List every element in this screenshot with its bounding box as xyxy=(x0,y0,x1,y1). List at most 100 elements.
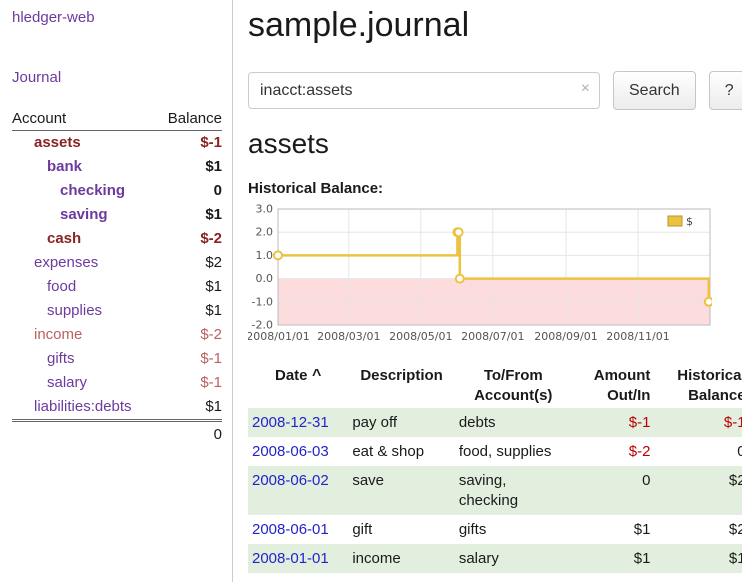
register-cell-amount: $1 xyxy=(633,550,651,567)
y-tick-label: 2.0 xyxy=(256,226,274,239)
brand-link[interactable]: hledger-web xyxy=(12,9,95,26)
account-name-cell: checking xyxy=(12,179,156,203)
journal-link[interactable]: Journal xyxy=(12,69,62,86)
register-cell-description: save xyxy=(352,472,384,489)
account-row-cash: cash $-2 xyxy=(12,227,222,251)
transaction-date-link[interactable]: 2008-12-31 xyxy=(252,414,329,431)
register-cell-date: 2008-01-01 xyxy=(248,544,348,573)
account-link[interactable]: saving xyxy=(60,206,108,223)
account-name-cell: salary xyxy=(12,371,156,395)
register-row: 2008-06-03 eat & shop food, supplies $-2 0 xyxy=(248,437,742,466)
register-col-label: Amount Out/In xyxy=(593,367,651,404)
y-tick-label: -2.0 xyxy=(252,319,273,332)
account-balance: $1 xyxy=(205,206,222,223)
account-row-supplies: supplies $1 xyxy=(12,299,222,323)
accounts-total-row: 0 xyxy=(12,419,222,447)
x-tick-label: 2008/05/01 xyxy=(389,330,452,343)
register-col-date[interactable]: Date ^ xyxy=(248,364,348,408)
account-name-cell: assets xyxy=(12,131,156,156)
register-cell-description: gift xyxy=(352,521,373,538)
account-name-cell: supplies xyxy=(12,299,156,323)
chart-border xyxy=(277,208,711,326)
account-link[interactable]: income xyxy=(34,326,83,343)
account-row-checking: checking 0 xyxy=(12,179,222,203)
accounts-col-balance: Balance xyxy=(156,106,222,131)
sidebar: hledger-web Journal Account Balance asse… xyxy=(0,0,233,582)
register-row: 2008-06-01 gift gifts $1 $2 xyxy=(248,515,742,544)
register-cell-description: income xyxy=(352,550,401,567)
register-col-label: To/From Account(s) xyxy=(474,367,553,404)
data-point-marker xyxy=(454,273,465,284)
transaction-date-link[interactable]: 2008-06-01 xyxy=(252,521,329,538)
help-button[interactable]: ? xyxy=(708,71,742,110)
account-balance: $2 xyxy=(205,254,222,271)
search-button[interactable]: Search xyxy=(613,71,696,110)
account-link[interactable]: supplies xyxy=(47,302,103,319)
y-tick-label: -1.0 xyxy=(252,295,273,308)
account-name-cell: cash xyxy=(12,227,156,251)
historical-balance-chart: 3.0 2.0 1.0 0.0 -1.0 -2.0 2008/01/01 2008/03/01… xyxy=(246,203,742,356)
search-bar: × Search ? xyxy=(248,71,742,110)
clear-search-icon[interactable]: × xyxy=(580,80,590,97)
account-balance: $1 xyxy=(205,158,222,175)
account-link[interactable]: food xyxy=(47,278,77,295)
transaction-date-link[interactable]: 2008-06-02 xyxy=(252,472,329,489)
register-cell-date: 2008-12-31 xyxy=(248,408,348,437)
account-name-cell: bank xyxy=(12,155,156,179)
sort-ascending-icon: ^ xyxy=(307,367,322,384)
data-point-marker xyxy=(703,296,714,307)
account-row-assets: assets $-1 xyxy=(12,131,222,156)
search-box: × xyxy=(248,72,600,109)
register-cell-balance: $1 xyxy=(728,550,742,567)
x-tick-label: 2008/07/01 xyxy=(461,330,524,343)
account-link[interactable]: checking xyxy=(60,182,126,199)
search-input[interactable] xyxy=(248,72,600,109)
register-cell-amount: $-2 xyxy=(628,443,651,460)
account-row-saving: saving $1 xyxy=(12,203,222,227)
register-row: 2008-12-31 pay off debts $-1 $-1 xyxy=(248,408,742,437)
register-cell-amount: 0 xyxy=(642,472,651,489)
register-cell-amount: $1 xyxy=(633,521,651,538)
account-link[interactable]: bank xyxy=(47,158,83,175)
account-balance: $-1 xyxy=(200,374,222,391)
y-tick-label: 3.0 xyxy=(256,203,274,216)
account-balance: $1 xyxy=(205,278,222,295)
account-link[interactable]: gifts xyxy=(47,350,75,367)
register-row: 2008-01-01 income salary $1 $1 xyxy=(248,544,742,573)
account-row-gifts: gifts $-1 xyxy=(12,347,222,371)
account-link[interactable]: assets xyxy=(34,134,81,151)
account-balance: $-1 xyxy=(200,134,222,151)
register-col-amount: Amount Out/In xyxy=(572,364,655,408)
register-cell-balance: $2 xyxy=(728,472,742,489)
account-link[interactable]: cash xyxy=(47,230,82,247)
account-link[interactable]: liabilities:debts xyxy=(34,398,132,415)
account-balance: 0 xyxy=(213,182,222,199)
accounts-col-account: Account xyxy=(12,106,157,131)
legend-label: $ xyxy=(686,215,693,228)
register-col-label: Historical Balance xyxy=(677,367,742,404)
y-tick-label: 0.0 xyxy=(256,272,274,285)
account-row-expenses: expenses $2 xyxy=(12,251,222,275)
transaction-date-link[interactable]: 2008-01-01 xyxy=(252,550,329,567)
register-col-label: Date xyxy=(275,367,308,384)
accounts-table: Account Balance assets $-1 bank $1 checking 0… xyxy=(12,106,222,447)
account-link[interactable]: expenses xyxy=(34,254,99,271)
data-point-marker xyxy=(453,227,464,238)
transaction-date-link[interactable]: 2008-06-03 xyxy=(252,443,329,460)
register-cell-amount: $-1 xyxy=(628,414,651,431)
register-cell-date: 2008-06-01 xyxy=(248,515,348,544)
register-table: Date ^ Description To/From Account(s) Amoun… xyxy=(248,364,742,573)
accounts-total-spacer xyxy=(12,419,157,447)
account-balance: $-2 xyxy=(200,230,222,247)
account-row-bank: bank $1 xyxy=(12,155,222,179)
account-link[interactable]: salary xyxy=(47,374,88,391)
register-col-description: Description xyxy=(348,364,455,408)
register-cell-description: eat & shop xyxy=(352,443,425,460)
chart-title: Historical Balance: xyxy=(248,180,384,197)
register-cell-accounts: debts xyxy=(458,414,496,431)
account-name-cell: income xyxy=(12,323,156,347)
legend-swatch xyxy=(667,215,683,227)
accounts-body: assets $-1 bank $1 checking 0 saving $1 cash $-2 e… xyxy=(12,131,222,421)
account-balance: $-2 xyxy=(200,326,222,343)
